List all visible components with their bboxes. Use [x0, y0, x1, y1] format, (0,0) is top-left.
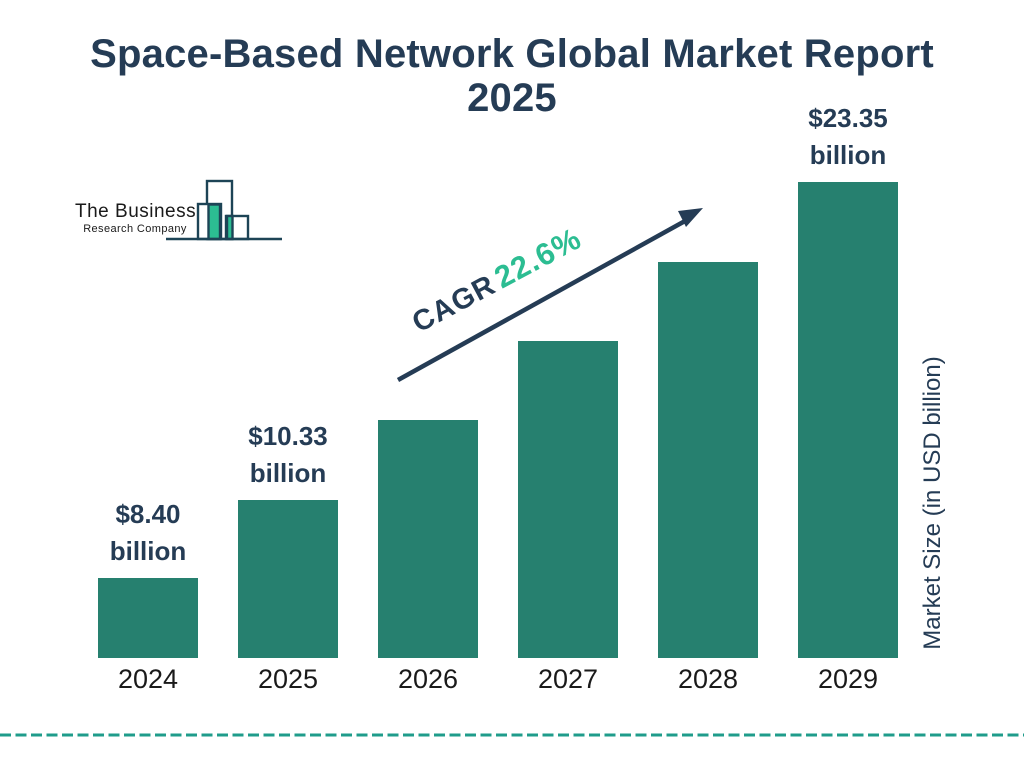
x-tick-2028: 2028	[677, 664, 739, 694]
logo-company-name: The Business	[75, 201, 197, 222]
value-label-2025: $10.33 billion	[248, 421, 328, 488]
bar-2026	[378, 420, 478, 658]
x-tick-2025: 2025	[257, 664, 319, 694]
page-title-line2: 2025	[467, 76, 557, 120]
bottom-dashed-divider	[0, 733, 1024, 737]
page-title-line1: Space-Based Network Global Market Report	[90, 32, 934, 76]
x-tick-2029: 2029	[817, 664, 879, 694]
x-tick-2027: 2027	[537, 664, 599, 694]
value-label-2029: $23.35 billion	[808, 103, 888, 170]
cagr-trend-arrow-icon	[396, 208, 703, 382]
logo-company-subname: Research Company	[83, 223, 187, 235]
page-title: Space-Based Network Global Market Report…	[0, 32, 1024, 120]
x-tick-2026: 2026	[397, 664, 459, 694]
bar-2028	[658, 262, 758, 658]
bar-2029	[798, 182, 898, 658]
value-label-2024: $8.40 billion	[109, 499, 187, 566]
bar-2027	[518, 341, 618, 658]
bar-2024	[98, 578, 198, 658]
x-tick-2024: 2024	[117, 664, 179, 694]
company-logo: The Business Research Company	[75, 170, 290, 250]
y-axis-label: Market Size (in USD billion)	[919, 356, 946, 650]
bar-2025	[238, 500, 338, 658]
bar-chart-logo-icon	[166, 179, 282, 241]
